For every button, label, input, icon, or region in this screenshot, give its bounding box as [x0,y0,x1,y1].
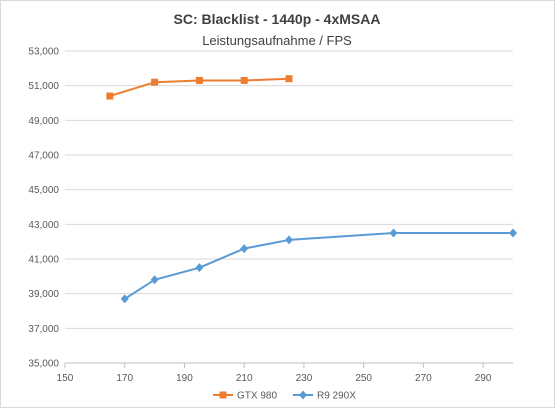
data-point-square [219,391,227,399]
data-point-diamond [240,244,249,254]
gridlines [65,50,513,329]
x-tick-label: 150 [57,373,74,384]
data-point-diamond [389,228,398,238]
legend-item: R9 290X [293,390,356,402]
data-point-diamond [195,263,204,273]
legend: GTX 980 R9 290X [213,390,356,402]
x-tick-label: 190 [176,373,193,384]
x-tick-label: 250 [355,373,372,384]
y-tick-label: 49,000 [28,116,59,127]
data-point-square [285,75,293,83]
y-tick-label: 43,000 [28,220,59,231]
series-group [106,75,517,304]
y-tick-label: 51,000 [28,81,59,92]
data-point-diamond [285,235,293,245]
y-tick-label: 37,000 [28,324,59,335]
x-tick-label: 230 [296,373,313,384]
x-tick-label: 270 [415,373,432,384]
data-point-diamond [299,390,307,400]
x-tick-label: 210 [236,373,253,384]
y-tick-label: 45,000 [28,185,59,196]
data-point-diamond [120,294,129,304]
series-2 [120,228,517,304]
data-point-diamond [150,275,159,285]
y-tick-label: 41,000 [28,255,59,266]
x-tick-label: 290 [475,373,492,384]
chart-title: SC: Blacklist - 1440p - 4xMSAA [174,11,381,27]
legend-label: GTX 980 [237,391,277,402]
legend-label: R9 290X [317,391,356,402]
data-point-square [195,76,203,84]
series-1 [106,75,293,100]
data-point-diamond [509,228,517,238]
legend-item: GTX 980 [213,391,277,402]
data-point-square [106,92,114,100]
x-tick-label: 170 [116,373,133,384]
y-tick-label: 39,000 [28,289,59,300]
series-line [124,232,513,300]
data-point-square [151,78,159,86]
y-tick-label: 35,000 [28,359,59,370]
y-tick-label: 53,000 [28,47,59,58]
data-point-square [240,76,248,84]
y-tick-label: 47,000 [28,151,59,162]
axes: 35,000 37,000 39,000 41,000 43,000 45,000 47,0… [28,47,513,384]
chart-subtitle: Leistungsaufnahme / FPS [202,33,352,48]
